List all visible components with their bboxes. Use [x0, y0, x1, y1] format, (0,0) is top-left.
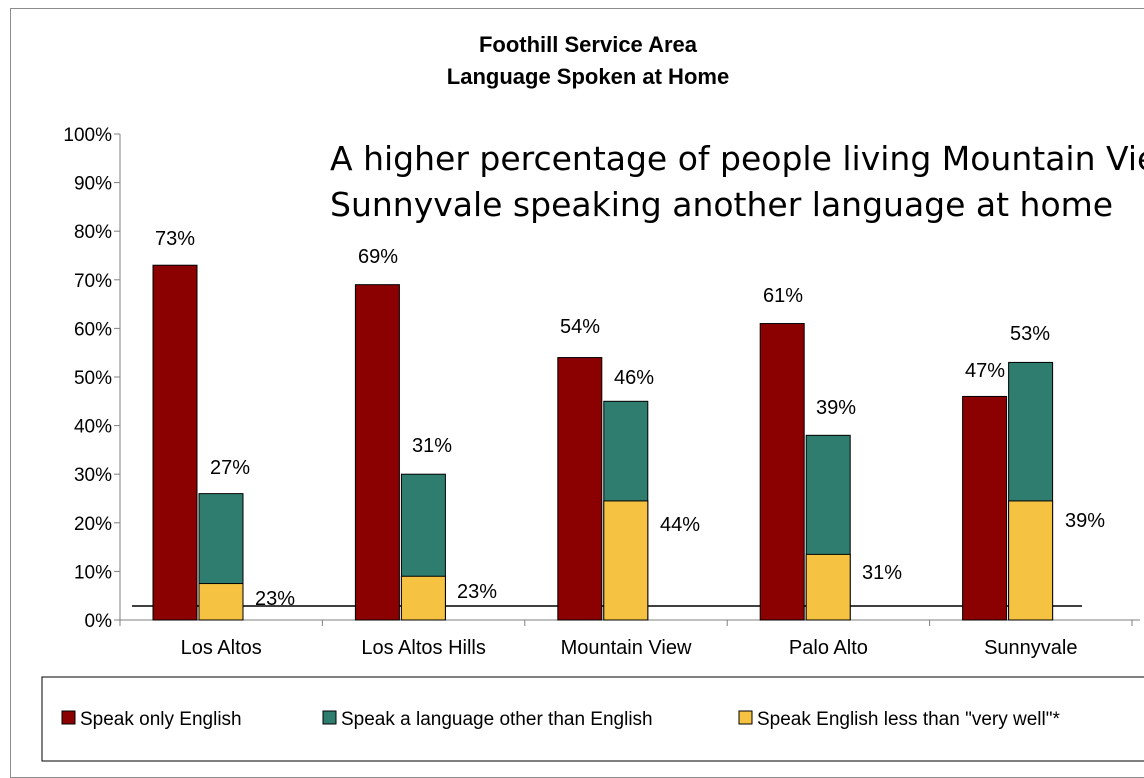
data-label: 73%	[155, 228, 195, 250]
data-label: 46%	[614, 367, 654, 389]
legend-swatch	[738, 710, 753, 725]
legend-label: Speak a language other than English	[341, 709, 653, 730]
legend-swatch	[61, 710, 76, 725]
bar	[962, 395, 1008, 621]
bar	[400, 575, 446, 621]
annotation-line-2: Sunnyvale speaking another language at h…	[330, 185, 1113, 224]
bar	[759, 323, 805, 621]
data-label: 39%	[816, 397, 856, 419]
legend: Speak only English Speak a language other…	[61, 709, 1060, 730]
y-tick-label: 20%	[74, 514, 112, 535]
y-tick-label: 10%	[74, 562, 112, 583]
y-tick-label: 100%	[63, 125, 112, 146]
legend-label: Speak only English	[80, 709, 242, 730]
bar	[152, 264, 198, 621]
data-label: 61%	[763, 285, 803, 307]
bar	[603, 500, 649, 621]
legend-label: Speak English less than "very well"*	[757, 709, 1060, 730]
category-label: Los Altos	[181, 637, 262, 659]
data-label: 27%	[210, 457, 250, 479]
category-label: Los Altos Hills	[361, 637, 486, 659]
chart-title: Foothill Service Area	[479, 32, 698, 57]
y-tick-label: 40%	[74, 417, 112, 438]
bar	[557, 357, 603, 621]
bars-group	[152, 264, 1054, 621]
data-label: 54%	[560, 316, 600, 338]
data-label: 39%	[1065, 510, 1105, 532]
chart-subtitle: Language Spoken at Home	[447, 64, 729, 89]
y-tick-label: 90%	[74, 174, 112, 195]
data-label: 23%	[255, 588, 295, 610]
bar	[805, 553, 851, 621]
category-label: Sunnyvale	[984, 637, 1077, 659]
data-label: 44%	[660, 514, 700, 536]
labels-group: Los Altos Los Altos Hills Mountain View Pal…	[155, 228, 1105, 659]
data-label: 31%	[412, 435, 452, 457]
y-tick-label: 60%	[74, 319, 112, 340]
bar	[1008, 500, 1054, 621]
category-label: Mountain View	[561, 637, 692, 659]
y-tick-label: 80%	[74, 222, 112, 243]
y-tick-label: 50%	[74, 368, 112, 389]
data-label: 69%	[358, 246, 398, 268]
data-label: 23%	[457, 581, 497, 603]
data-label: 31%	[862, 562, 902, 584]
category-label: Palo Alto	[789, 637, 868, 659]
legend-swatch	[322, 710, 337, 725]
data-label: 53%	[1010, 323, 1050, 345]
legend-box	[41, 676, 1144, 762]
bar	[354, 284, 400, 621]
annotation-line-1: A higher percentage of people living Mou…	[330, 139, 1144, 178]
bar	[198, 583, 244, 621]
data-label: 47%	[965, 360, 1005, 382]
y-tick-label: 30%	[74, 465, 112, 486]
y-tick-label: 70%	[74, 271, 112, 292]
y-tick-label: 0%	[85, 611, 113, 632]
